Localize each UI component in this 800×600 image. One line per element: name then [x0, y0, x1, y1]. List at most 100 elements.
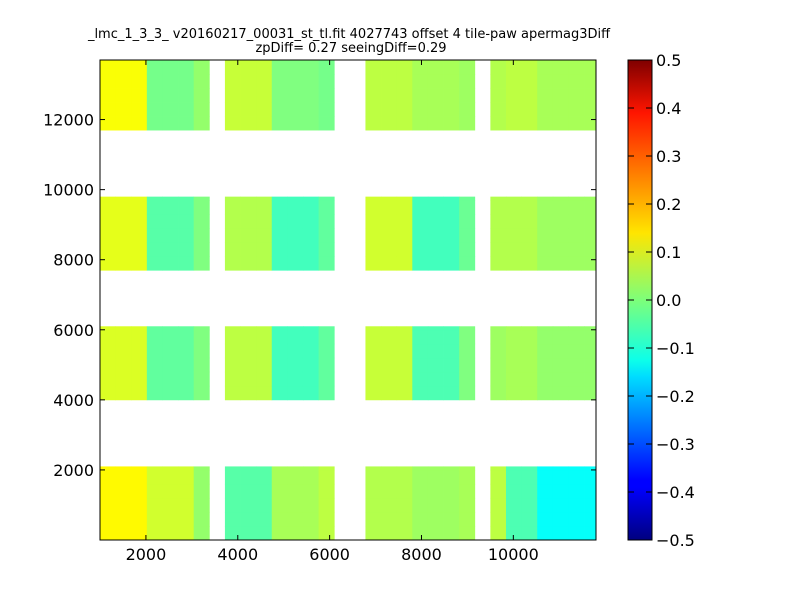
- heatmap-cell: [459, 371, 476, 387]
- heatmap-cell: [537, 385, 554, 401]
- heatmap-cell: [584, 74, 597, 89]
- heatmap-cell: [256, 228, 273, 243]
- heatmap-cell: [146, 242, 163, 257]
- heatmap-cell: [178, 102, 195, 117]
- heatmap-cell: [193, 256, 210, 271]
- heatmap-cell: [115, 88, 132, 103]
- heatmap-cell: [365, 200, 382, 215]
- heatmap-cell: [193, 357, 210, 373]
- heatmap-cell: [302, 102, 319, 117]
- heatmap-cell: [302, 196, 319, 201]
- heatmap-cell: [256, 511, 273, 527]
- heatmap-cell: [365, 242, 382, 257]
- heatmap-cell: [178, 196, 195, 201]
- heatmap-cell: [224, 525, 241, 541]
- heatmap-cell: [318, 329, 335, 345]
- heatmap-cell: [100, 256, 117, 271]
- heatmap-cell: [381, 60, 398, 75]
- heatmap-cell: [193, 88, 210, 103]
- heatmap-cell: [459, 60, 476, 75]
- heatmap-cell: [146, 102, 163, 117]
- heatmap-cell: [505, 228, 522, 243]
- heatmap-cell: [521, 214, 538, 229]
- heatmap-cell: [287, 511, 304, 527]
- heatmap-cell: [146, 469, 163, 485]
- heatmap-cell: [552, 228, 569, 243]
- heatmap-cell: [427, 469, 444, 485]
- heatmap-cell: [412, 60, 429, 75]
- heatmap-cell: [287, 326, 304, 331]
- heatmap-cell: [131, 525, 148, 541]
- heatmap-cell: [427, 329, 444, 345]
- heatmap-cell: [100, 371, 117, 387]
- heatmap-cell: [459, 196, 476, 201]
- heatmap-cell: [365, 525, 382, 541]
- heatmap-cell: [193, 326, 210, 331]
- heatmap-cell: [224, 228, 241, 243]
- heatmap-cell: [131, 116, 148, 131]
- heatmap-cell: [131, 343, 148, 359]
- colorbar-tick-label: −0.1: [656, 339, 695, 358]
- heatmap-cell: [490, 385, 507, 401]
- heatmap-cell: [302, 200, 319, 215]
- heatmap-cell: [178, 483, 195, 499]
- heatmap-cell: [318, 256, 335, 271]
- heatmap-cell: [505, 60, 522, 75]
- heatmap-cell: [287, 371, 304, 387]
- heatmap-cell: [552, 371, 569, 387]
- heatmap-cell: [365, 329, 382, 345]
- heatmap-cell: [443, 228, 460, 243]
- heatmap-cell: [568, 371, 585, 387]
- heatmap-cell: [568, 214, 585, 229]
- heatmap-cell: [224, 60, 241, 75]
- heatmap-cell: [193, 329, 210, 345]
- heatmap-cell: [537, 214, 554, 229]
- heatmap-cell: [178, 511, 195, 527]
- heatmap-cell: [490, 497, 507, 513]
- heatmap-cell: [240, 326, 257, 331]
- heatmap-cell: [162, 511, 179, 527]
- heatmap-cell: [521, 200, 538, 215]
- heatmap-cell: [381, 466, 398, 471]
- heatmap-cell: [146, 256, 163, 271]
- chart-title-line2: zpDiff= 0.27 seeingDiff=0.29: [255, 41, 446, 56]
- heatmap-cell: [537, 116, 554, 131]
- heatmap-cell: [271, 74, 288, 89]
- heatmap-cell: [584, 357, 597, 373]
- heatmap-cell: [318, 196, 335, 201]
- heatmap-cell: [271, 200, 288, 215]
- heatmap-cell: [271, 102, 288, 117]
- heatmap-cell: [100, 116, 117, 131]
- heatmap-cell: [568, 326, 585, 331]
- heatmap-cell: [256, 116, 273, 131]
- heatmap-cell: [115, 483, 132, 499]
- heatmap-cell: [193, 214, 210, 229]
- heatmap-cell: [115, 371, 132, 387]
- heatmap-cell: [412, 116, 429, 131]
- heatmap-cell: [505, 483, 522, 499]
- heatmap-cell: [490, 74, 507, 89]
- heatmap-cell: [240, 60, 257, 75]
- heatmap-cell: [365, 196, 382, 201]
- heatmap-cell: [568, 483, 585, 499]
- heatmap-cell: [568, 329, 585, 345]
- heatmap-cell: [427, 326, 444, 331]
- heatmap-cell: [256, 357, 273, 373]
- heatmap-cell: [584, 469, 597, 485]
- heatmap-cell: [537, 483, 554, 499]
- colorbar-tick-label: 0.1: [656, 243, 681, 262]
- heatmap-cell: [568, 497, 585, 513]
- heatmap-cell: [178, 60, 195, 75]
- heatmap-cell: [365, 88, 382, 103]
- heatmap-cell: [318, 343, 335, 359]
- heatmap-cell: [146, 525, 163, 541]
- heatmap-cell: [521, 525, 538, 541]
- heatmap-cell: [271, 469, 288, 485]
- heatmap-cell: [443, 511, 460, 527]
- heatmap-cell: [427, 256, 444, 271]
- heatmap-cell: [240, 385, 257, 401]
- heatmap-cell: [193, 242, 210, 257]
- heatmap-cell: [318, 483, 335, 499]
- heatmap-cell: [443, 497, 460, 513]
